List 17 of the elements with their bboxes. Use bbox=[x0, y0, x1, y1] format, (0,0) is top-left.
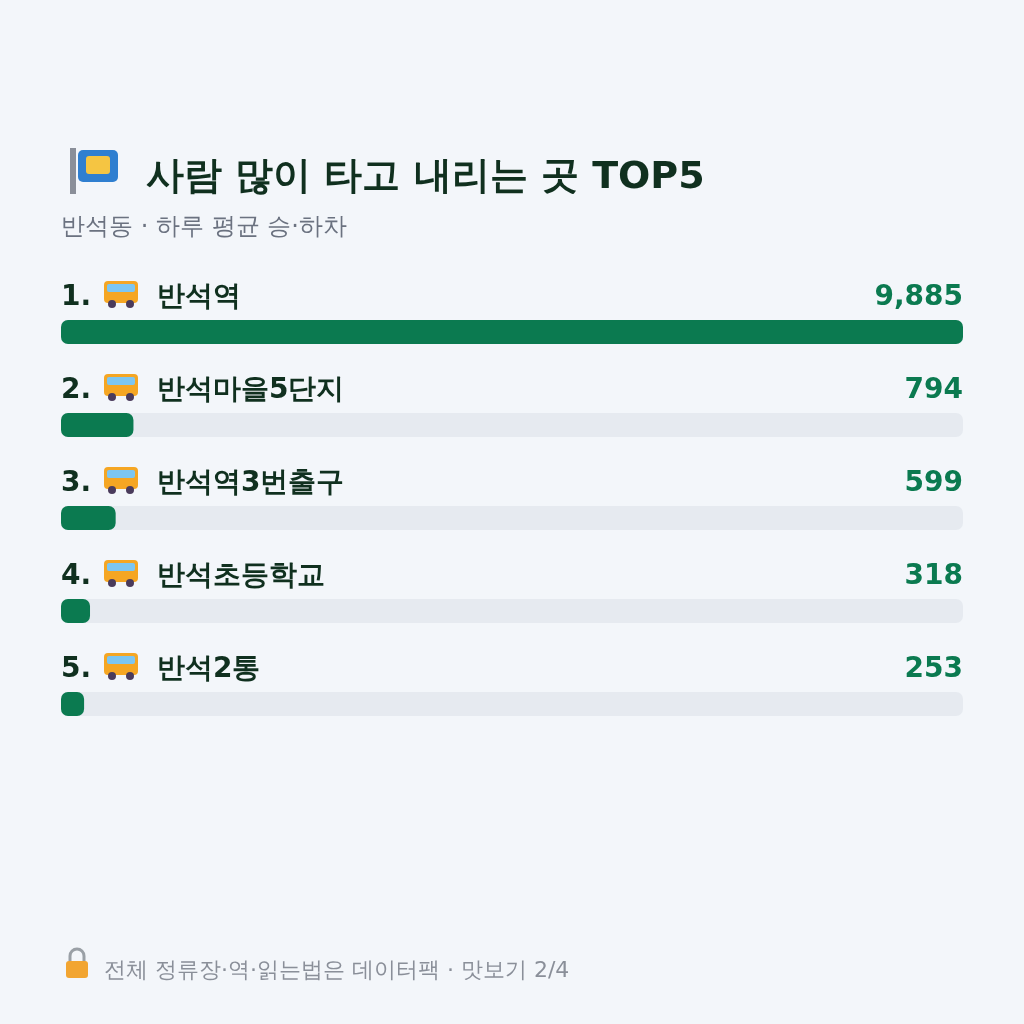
data-label: 599 bbox=[904, 465, 963, 498]
category-label: 2. 반석마을5단지 bbox=[61, 372, 345, 405]
text: 전체 정류장·역·읽는법은 데이터팩 · 맛보기 2/4 bbox=[104, 957, 570, 982]
category-label: 1. 반석역 bbox=[61, 279, 241, 312]
bar bbox=[61, 506, 116, 530]
data-label: 253 bbox=[904, 651, 963, 684]
category-label: 5. 반석2통 bbox=[61, 651, 261, 684]
data-label: 318 bbox=[904, 558, 963, 591]
bar bbox=[61, 413, 134, 437]
data-label: 9,885 bbox=[874, 279, 963, 312]
data-label: 794 bbox=[904, 372, 963, 405]
category-label: 4. 반석초등학교 bbox=[61, 558, 325, 591]
chart-subtitle: 반석동 · 하루 평균 승·하차 bbox=[61, 212, 347, 240]
bar bbox=[61, 599, 91, 623]
category-label: 3. 반석역3번출구 bbox=[61, 465, 345, 498]
bar bbox=[61, 692, 85, 716]
chart-title: 사람 많이 타고 내리는 곳 TOP5 bbox=[146, 153, 705, 197]
